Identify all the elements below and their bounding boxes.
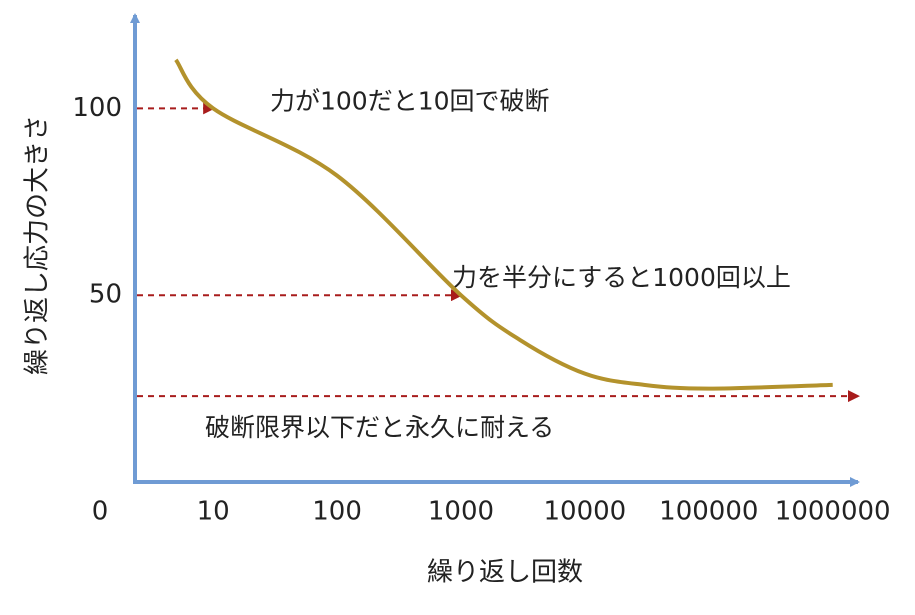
annotation: 破断限界以下だと永久に耐える bbox=[205, 413, 554, 442]
y-tick-label: 50 bbox=[89, 280, 122, 310]
x-tick-label: 100 bbox=[312, 497, 362, 527]
x-tick-label: 1000000 bbox=[775, 497, 891, 527]
annotation: 力が100だと10回で破断 bbox=[270, 86, 550, 115]
x-axis-title: 繰り返し回数 bbox=[427, 558, 583, 588]
y-axis-title: 繰り返し応力の大きさ bbox=[23, 115, 53, 375]
y-tick-label: 100 bbox=[72, 93, 122, 123]
x-tick-label: 100000 bbox=[659, 497, 758, 527]
x-tick-label: 10000 bbox=[544, 497, 627, 527]
origin-label: 0 bbox=[92, 497, 109, 527]
annotation: 力を半分にすると1000回以上 bbox=[452, 263, 791, 292]
sn-curve bbox=[174, 58, 833, 391]
x-tick-label: 1000 bbox=[428, 497, 494, 527]
x-tick-label: 10 bbox=[197, 497, 230, 527]
